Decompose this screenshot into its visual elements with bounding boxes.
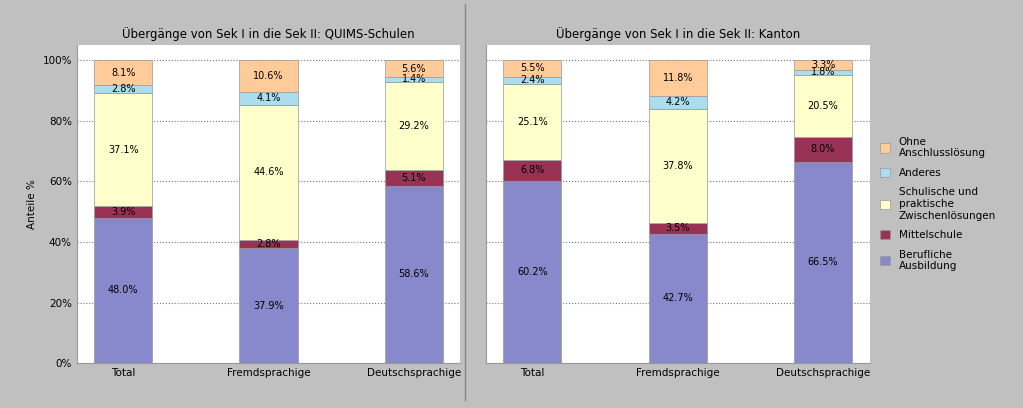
Text: 66.5%: 66.5% (808, 257, 839, 267)
Text: 5.1%: 5.1% (402, 173, 427, 183)
Bar (94, 217, 152, 363)
Text: 25.1%: 25.1% (517, 117, 547, 127)
Title: Übergänge von Sek I in die Sek II: QUIMS-Schulen: Übergänge von Sek I in die Sek II: QUIMS… (122, 27, 415, 41)
Bar (94, 85, 152, 93)
Bar (794, 75, 852, 137)
Text: 4.1%: 4.1% (257, 93, 280, 103)
Bar (794, 60, 852, 70)
Text: 3.5%: 3.5% (666, 224, 690, 233)
Bar (503, 60, 562, 77)
Text: 42.7%: 42.7% (662, 293, 694, 304)
Text: 8.0%: 8.0% (811, 144, 835, 155)
Bar (385, 186, 443, 363)
Bar (239, 92, 298, 104)
Bar (385, 77, 443, 82)
Bar (385, 60, 443, 77)
Legend: Ohne
Anschlusslösung, Anderes, Schulische und
praktische
Zwischenlösungen, Mitte: Ohne Anschlusslösung, Anderes, Schulisch… (880, 137, 995, 271)
Text: 1.4%: 1.4% (402, 74, 426, 84)
Title: Übergänge von Sek I in die Sek II: Kanton: Übergänge von Sek I in die Sek II: Kanto… (555, 27, 800, 41)
Text: 29.2%: 29.2% (399, 121, 430, 131)
Bar (239, 104, 298, 240)
Text: 48.0%: 48.0% (108, 285, 138, 295)
Bar (385, 170, 443, 186)
Bar (239, 248, 298, 363)
Bar (794, 70, 852, 75)
Bar (94, 93, 152, 206)
Text: 3.3%: 3.3% (811, 60, 835, 70)
Bar (503, 77, 562, 84)
Y-axis label: Anteile %: Anteile % (27, 179, 37, 229)
Text: 37.9%: 37.9% (254, 301, 283, 310)
Text: 8.1%: 8.1% (112, 68, 135, 78)
Bar (94, 206, 152, 217)
Bar (503, 84, 562, 160)
Text: 2.8%: 2.8% (257, 239, 280, 249)
Bar (649, 109, 707, 223)
Text: 11.8%: 11.8% (663, 73, 693, 83)
Text: 5.6%: 5.6% (402, 64, 427, 74)
Bar (239, 60, 298, 92)
Bar (794, 137, 852, 162)
Text: 1.8%: 1.8% (811, 67, 835, 78)
Bar (385, 82, 443, 170)
Text: 37.1%: 37.1% (107, 144, 138, 155)
Bar (649, 60, 707, 96)
Text: 3.9%: 3.9% (112, 207, 135, 217)
Bar (239, 240, 298, 248)
Text: 2.4%: 2.4% (520, 75, 544, 85)
Text: 2.8%: 2.8% (110, 84, 135, 94)
Bar (794, 162, 852, 363)
Bar (649, 223, 707, 234)
Text: 20.5%: 20.5% (808, 101, 839, 111)
Bar (94, 60, 152, 85)
Text: 6.8%: 6.8% (521, 165, 544, 175)
Text: 5.5%: 5.5% (520, 63, 544, 73)
Text: 58.6%: 58.6% (399, 269, 430, 279)
Text: 4.2%: 4.2% (666, 97, 690, 107)
Bar (649, 234, 707, 363)
Bar (649, 96, 707, 109)
Text: 10.6%: 10.6% (254, 71, 283, 81)
Text: 44.6%: 44.6% (254, 167, 283, 177)
Text: 60.2%: 60.2% (517, 267, 547, 277)
Bar (503, 160, 562, 181)
Text: 37.8%: 37.8% (663, 161, 693, 171)
Bar (503, 181, 562, 363)
